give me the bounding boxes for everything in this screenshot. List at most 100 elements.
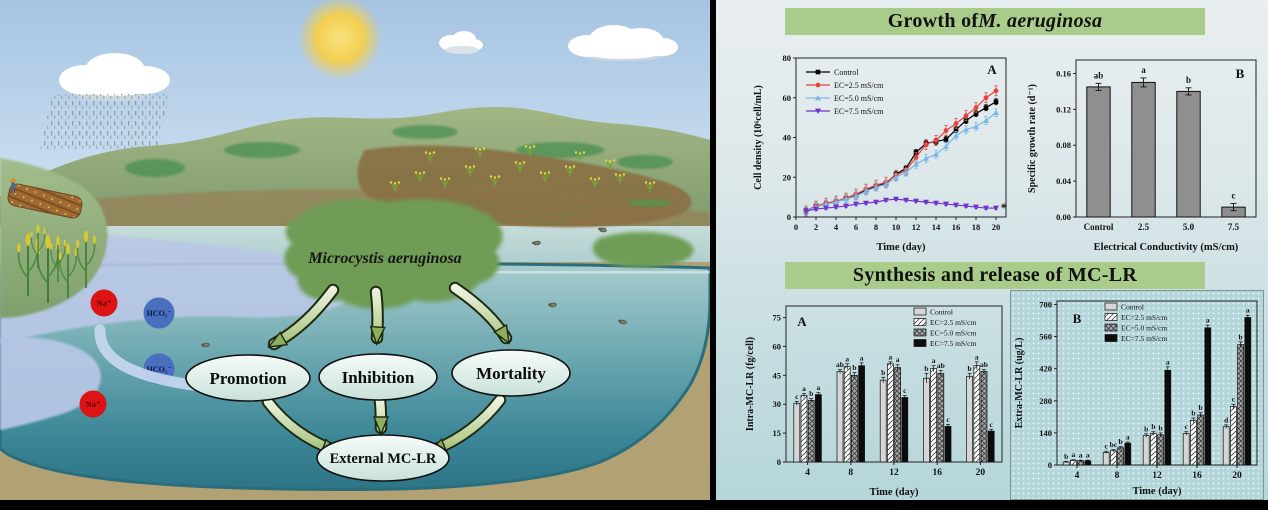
svg-text:Intra-MC-LR (fg/cell): Intra-MC-LR (fg/cell) bbox=[745, 337, 756, 431]
svg-text:b: b bbox=[852, 363, 856, 372]
svg-text:Control: Control bbox=[834, 68, 859, 77]
svg-text:c: c bbox=[990, 420, 994, 429]
node-external-mclr: External MC-LR bbox=[316, 434, 450, 482]
svg-text:4: 4 bbox=[834, 222, 839, 232]
svg-text:d: d bbox=[1224, 415, 1229, 424]
svg-text:c: c bbox=[946, 415, 950, 424]
svg-text:c: c bbox=[1185, 422, 1189, 431]
algae-label: Microcystis aeruginosa bbox=[307, 250, 461, 267]
svg-text:14: 14 bbox=[932, 222, 941, 232]
svg-text:60: 60 bbox=[773, 341, 782, 351]
svg-text:40: 40 bbox=[783, 133, 792, 143]
svg-text:c: c bbox=[903, 386, 907, 395]
svg-text:700: 700 bbox=[1039, 299, 1052, 309]
svg-text:0: 0 bbox=[787, 212, 791, 222]
svg-text:7.5: 7.5 bbox=[1228, 222, 1240, 232]
svg-text:0: 0 bbox=[777, 457, 781, 467]
svg-text:30: 30 bbox=[773, 399, 782, 409]
algae-bloom bbox=[284, 198, 694, 309]
svg-text:b: b bbox=[924, 364, 928, 373]
node-inhibition: Inhibition bbox=[318, 353, 438, 401]
growth-title-prefix: Growth of bbox=[887, 10, 979, 32]
results-panel: Growth of M. aeruginosa 0 20 40 60 80 Time (d… bbox=[716, 0, 1268, 500]
large-cloud-icon bbox=[568, 25, 678, 61]
svg-text:Na⁺: Na⁺ bbox=[97, 298, 112, 308]
svg-text:20: 20 bbox=[1232, 471, 1242, 481]
svg-text:EC=7.5 mS/cm: EC=7.5 mS/cm bbox=[834, 107, 884, 116]
svg-text:Extra-MC-LR (ug/L): Extra-MC-LR (ug/L) bbox=[1014, 338, 1025, 429]
small-cloud-icon bbox=[439, 31, 483, 54]
svg-text:20: 20 bbox=[992, 222, 1001, 232]
farmer bbox=[10, 178, 16, 194]
svg-text:20: 20 bbox=[783, 172, 792, 182]
svg-text:16: 16 bbox=[932, 468, 942, 478]
svg-text:b: b bbox=[1144, 424, 1148, 433]
crop-field bbox=[7, 183, 83, 219]
svg-text:Promotion: Promotion bbox=[209, 369, 287, 388]
svg-text:Time (day): Time (day) bbox=[1132, 486, 1182, 497]
node-promotion: Promotion bbox=[185, 354, 311, 402]
svg-text:12: 12 bbox=[912, 222, 921, 232]
svg-text:EC=5.0 mS/cm: EC=5.0 mS/cm bbox=[930, 329, 976, 338]
svg-text:140: 140 bbox=[1039, 428, 1052, 438]
svg-text:a: a bbox=[817, 383, 821, 392]
svg-text:80: 80 bbox=[783, 53, 792, 63]
svg-text:420: 420 bbox=[1039, 364, 1052, 374]
svg-text:Time (day): Time (day) bbox=[876, 242, 926, 253]
svg-text:0.16: 0.16 bbox=[1056, 68, 1071, 78]
svg-text:a: a bbox=[1079, 451, 1083, 460]
rain bbox=[40, 94, 170, 150]
svg-text:EC=7.5 mS/cm: EC=7.5 mS/cm bbox=[930, 339, 976, 348]
svg-text:a: a bbox=[860, 353, 864, 362]
svg-text:b: b bbox=[1199, 403, 1203, 412]
svg-text:Specific growth rate (d⁻¹): Specific growth rate (d⁻¹) bbox=[1027, 84, 1038, 193]
synthesis-title: Synthesis and release of MC-LR bbox=[852, 264, 1138, 286]
svg-text:8: 8 bbox=[1115, 471, 1120, 481]
svg-text:c: c bbox=[1232, 395, 1236, 404]
svg-text:A: A bbox=[797, 314, 807, 329]
svg-text:45: 45 bbox=[773, 370, 782, 380]
svg-text:ab: ab bbox=[836, 360, 844, 369]
svg-text:a: a bbox=[1166, 357, 1170, 366]
svg-text:20: 20 bbox=[976, 468, 986, 478]
svg-text:ab: ab bbox=[937, 361, 945, 370]
svg-text:EC=2.5 mS/cm: EC=2.5 mS/cm bbox=[834, 81, 884, 90]
svg-text:bc: bc bbox=[1110, 440, 1118, 449]
arrow-to-inhibition-icon bbox=[369, 285, 386, 346]
lake-ecosystem-illustration: Microcystis aeruginosa Na⁺ HCO₃⁻ HCO₃⁻ N… bbox=[0, 0, 710, 500]
svg-text:a: a bbox=[1126, 433, 1130, 442]
svg-text:a: a bbox=[1072, 450, 1076, 459]
svg-text:EC=2.5 mS/cm: EC=2.5 mS/cm bbox=[1121, 313, 1167, 322]
node-mortality: Mortality bbox=[451, 349, 571, 397]
svg-text:8: 8 bbox=[848, 468, 853, 478]
svg-text:a: a bbox=[896, 355, 900, 364]
ion-flow-arrow-icon bbox=[94, 324, 214, 393]
svg-text:B: B bbox=[1073, 311, 1082, 326]
arrow-inhibition-to-external-icon bbox=[372, 394, 390, 436]
svg-text:560: 560 bbox=[1039, 332, 1052, 342]
svg-text:16: 16 bbox=[952, 222, 961, 232]
svg-text:10: 10 bbox=[892, 222, 901, 232]
svg-text:280: 280 bbox=[1039, 396, 1052, 406]
svg-text:a: a bbox=[1246, 306, 1250, 315]
growth-title-species: M. aeruginosa bbox=[978, 10, 1103, 32]
svg-text:4: 4 bbox=[1075, 471, 1080, 481]
svg-text:a: a bbox=[889, 352, 893, 361]
svg-text:a: a bbox=[975, 352, 979, 361]
svg-text:HCO₃⁻: HCO₃⁻ bbox=[147, 309, 172, 318]
svg-text:EC=5.0 mS/cm: EC=5.0 mS/cm bbox=[834, 94, 884, 103]
svg-text:EC=7.5 mS/cm: EC=7.5 mS/cm bbox=[1121, 334, 1167, 343]
svg-text:b: b bbox=[1239, 332, 1243, 341]
svg-text:a: a bbox=[802, 384, 806, 393]
svg-text:2: 2 bbox=[814, 222, 818, 232]
svg-text:Inhibition: Inhibition bbox=[342, 368, 415, 387]
svg-text:0: 0 bbox=[1048, 460, 1052, 470]
svg-text:b: b bbox=[881, 368, 885, 377]
svg-text:b: b bbox=[1191, 408, 1195, 417]
svg-text:b: b bbox=[1159, 423, 1163, 432]
bicarbonate-ion: HCO₃⁻ bbox=[143, 297, 175, 329]
svg-text:Control: Control bbox=[1121, 303, 1144, 312]
svg-text:ab: ab bbox=[1094, 70, 1104, 80]
svg-text:18: 18 bbox=[972, 222, 981, 232]
